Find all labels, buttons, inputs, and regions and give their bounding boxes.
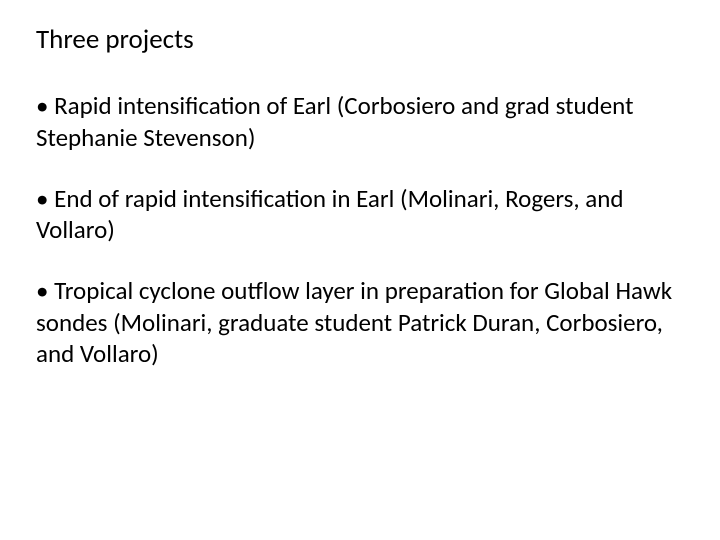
bullet-item: • Rapid intensification of Earl (Corbosi… <box>36 90 680 153</box>
bullet-text: End of rapid intensification in Earl (Mo… <box>36 183 624 245</box>
bullet-marker: • <box>36 90 48 121</box>
slide-title: Three projects <box>36 24 680 56</box>
bullet-text: Tropical cyclone outflow layer in prepar… <box>36 275 672 369</box>
bullet-item: • Tropical cyclone outflow layer in prep… <box>36 275 680 369</box>
bullet-marker: • <box>36 275 48 306</box>
slide: Three projects • Rapid intensification o… <box>0 0 720 540</box>
bullet-marker: • <box>36 183 48 214</box>
bullet-item: • End of rapid intensification in Earl (… <box>36 183 680 246</box>
bullet-text: Rapid intensification of Earl (Corbosier… <box>36 90 633 152</box>
